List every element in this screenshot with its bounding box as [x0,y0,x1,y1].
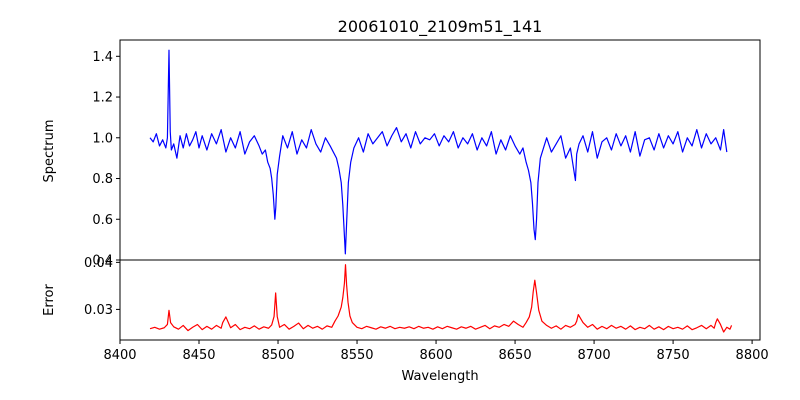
y-tick-label: 0.03 [84,303,113,318]
x-tick-label: 8550 [340,348,373,363]
y-tick-label: 0.6 [92,213,113,228]
x-tick-label: 8450 [182,348,215,363]
error-panel: Error 0.03 0.04 [42,256,761,341]
y-tick-label: 1.2 [92,91,113,106]
y-tick-label: 0.8 [92,172,113,187]
chart-title: 20061010_2109m51_141 [338,17,543,37]
y-tick-label: 1.0 [92,131,113,146]
spectrum-y-axis-label: Spectrum [42,120,57,183]
error-series-line [149,264,733,333]
x-tick-label: 8800 [736,348,769,363]
x-tick-label: 8400 [103,348,136,363]
y-tick-label: 1.4 [92,50,113,65]
spectrum-y-ticks: 0.4 0.6 0.8 1.0 1.2 1.4 [92,50,120,269]
spectrum-series-line [149,49,728,255]
y-tick-label: 0.4 [92,254,113,269]
x-tick-label: 8500 [261,348,294,363]
x-tick-label: 8650 [499,348,532,363]
x-axis-ticks: 8400 8450 8500 8550 8600 8650 8700 8750 8800 [103,340,769,363]
x-tick-label: 8750 [657,348,690,363]
error-y-axis-label: Error [42,284,57,316]
x-tick-label: 8700 [578,348,611,363]
error-y-ticks: 0.03 0.04 [84,256,120,318]
x-tick-label: 8600 [420,348,453,363]
y-tick-label: 0.04 [84,256,113,271]
spectrum-axes-frame [119,39,761,261]
x-axis-label: Wavelength [401,369,478,384]
spectrum-panel: Spectrum 0.4 0.6 0.8 1.0 1.2 1.4 [42,39,761,269]
error-axes-frame [119,259,761,341]
